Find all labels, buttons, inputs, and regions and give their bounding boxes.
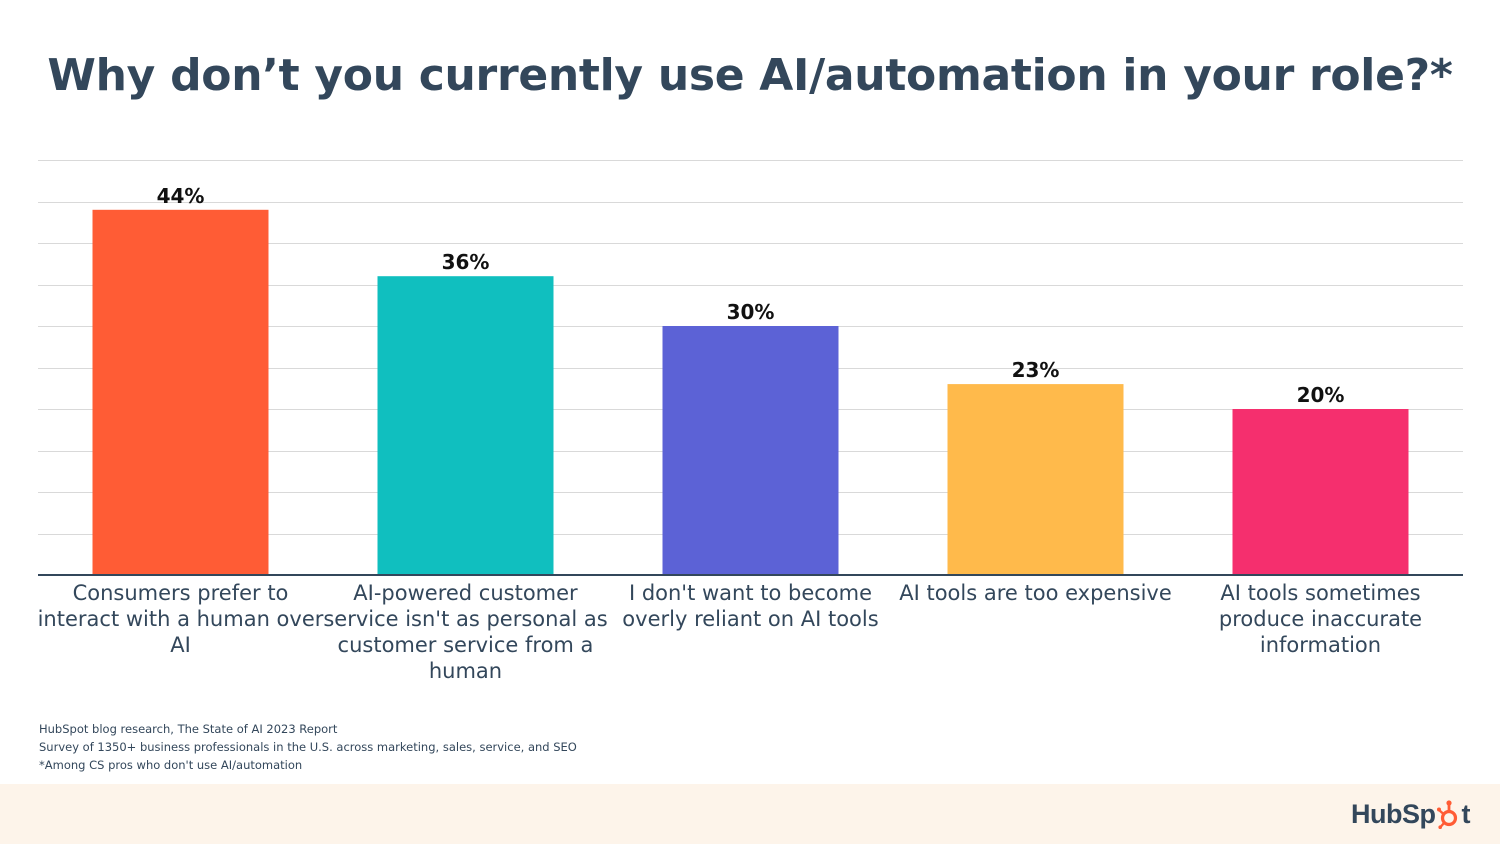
- category-label: Consumers prefer to interact with a huma…: [37, 581, 324, 657]
- survey-note: Survey of 1350+ business professionals i…: [39, 740, 577, 754]
- data-label: 44%: [157, 184, 205, 208]
- category-label: AI tools sometimes produce inaccurate in…: [1218, 581, 1423, 657]
- logo-text-right: t: [1461, 798, 1471, 829]
- sprocket-icon: [1436, 800, 1457, 829]
- data-label: 36%: [442, 250, 490, 274]
- bar: [662, 326, 839, 575]
- category-label: AI tools are too expensive: [899, 581, 1172, 605]
- logo-text-left: HubSp: [1351, 798, 1436, 829]
- bar: [377, 276, 554, 575]
- category-label: AI-powered customer service isn't as per…: [323, 581, 608, 683]
- category-label: I don't want to become overly reliant on…: [622, 581, 879, 631]
- bar: [1232, 409, 1409, 575]
- chart-title: Why don’t you currently use AI/automatio…: [47, 50, 1453, 101]
- footer-band: HubSp t: [0, 784, 1500, 844]
- bar-chart: 44% 36% 30% 23% 20%: [38, 160, 1463, 576]
- bar: [947, 384, 1124, 575]
- data-label: 23%: [1012, 358, 1060, 382]
- hubspot-logo: HubSp t: [1351, 796, 1470, 832]
- source-notes: HubSpot blog research, The State of AI 2…: [39, 720, 577, 774]
- bar: [92, 209, 269, 576]
- source-note: HubSpot blog research, The State of AI 2…: [39, 722, 338, 736]
- footnote: *Among CS pros who don't use AI/automati…: [39, 758, 303, 772]
- data-label: 30%: [727, 300, 775, 324]
- data-label: 20%: [1297, 383, 1345, 407]
